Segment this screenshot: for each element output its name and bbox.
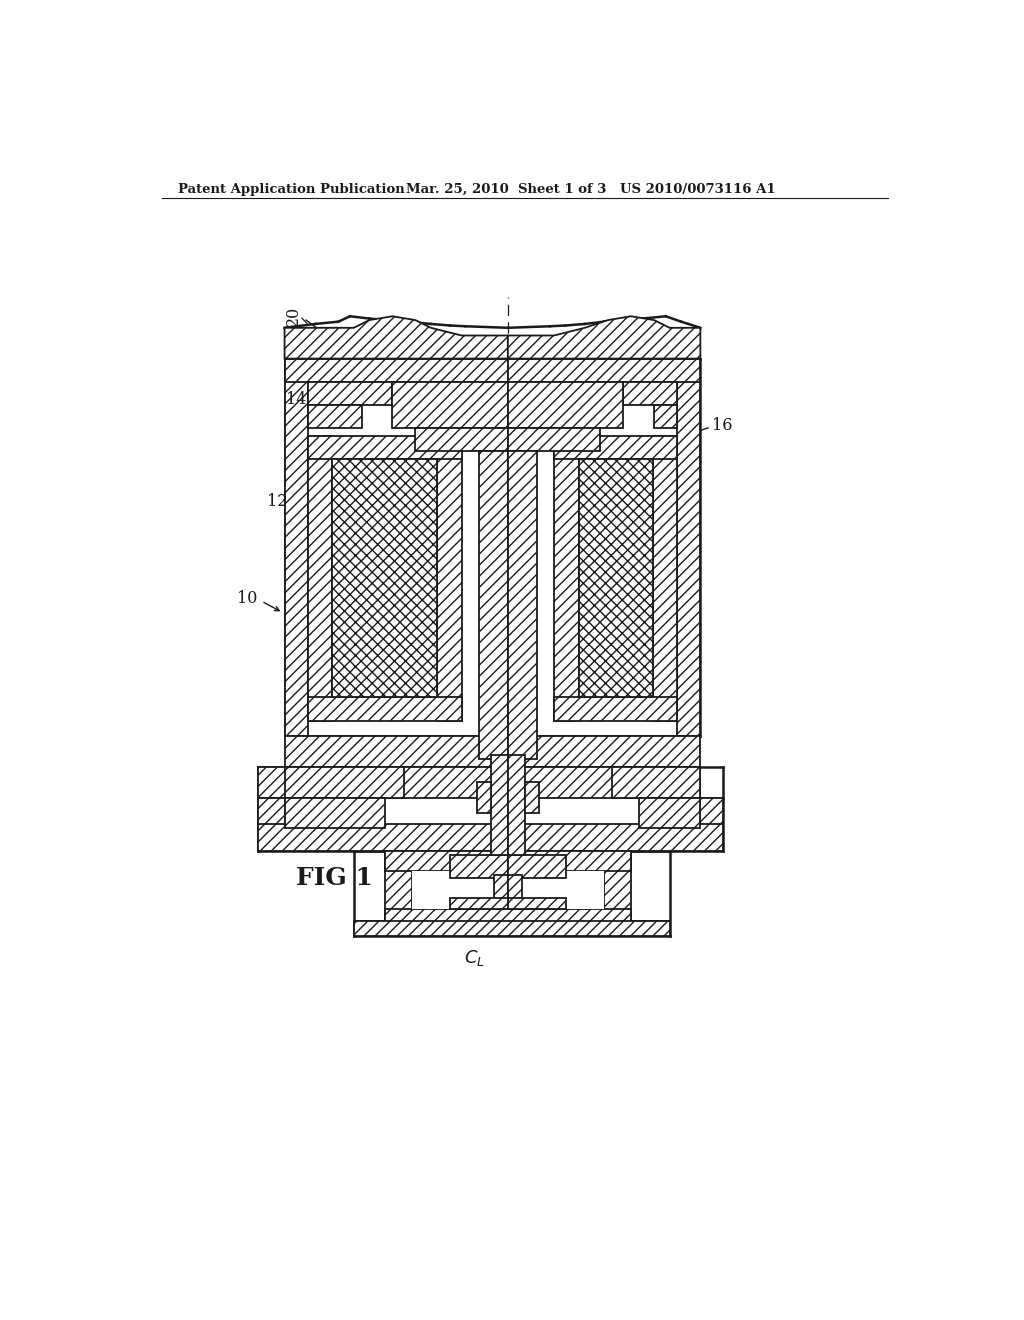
Polygon shape [524,781,539,813]
Polygon shape [385,851,412,936]
Polygon shape [554,697,677,721]
Polygon shape [494,875,508,902]
Text: 20: 20 [285,306,301,326]
Polygon shape [451,855,508,878]
Polygon shape [490,755,508,855]
Polygon shape [604,851,631,936]
Text: 16: 16 [712,417,732,434]
Polygon shape [508,451,538,759]
Text: Mar. 25, 2010  Sheet 1 of 3: Mar. 25, 2010 Sheet 1 of 3 [407,183,606,197]
Polygon shape [416,428,508,451]
Polygon shape [285,767,403,797]
Polygon shape [478,451,508,759]
Polygon shape [285,317,508,359]
Polygon shape [631,921,670,936]
Text: 12: 12 [267,494,288,511]
Polygon shape [285,737,700,767]
Polygon shape [700,797,724,829]
Polygon shape [307,697,462,721]
Polygon shape [508,898,565,909]
Bar [412,871,604,909]
Text: 10: 10 [238,590,258,607]
Polygon shape [307,381,392,405]
Polygon shape [437,436,462,721]
Text: 18: 18 [308,780,330,797]
Polygon shape [508,317,700,359]
Polygon shape [508,875,521,902]
Polygon shape [508,428,600,451]
Polygon shape [611,767,700,797]
Text: Patent Application Publication: Patent Application Publication [178,183,406,197]
Polygon shape [639,797,700,829]
Polygon shape [385,909,631,936]
Polygon shape [554,436,677,459]
Bar [333,459,437,697]
Text: 22: 22 [550,900,570,917]
Polygon shape [285,797,385,829]
Polygon shape [624,381,677,405]
Polygon shape [654,405,677,428]
Polygon shape [285,359,508,381]
Polygon shape [307,405,361,428]
Polygon shape [354,921,670,936]
Polygon shape [285,359,307,737]
Polygon shape [258,825,724,851]
Polygon shape [451,898,508,909]
Polygon shape [307,436,333,721]
Polygon shape [258,797,285,829]
Text: 14: 14 [286,391,306,408]
Text: $C_L$: $C_L$ [464,948,485,968]
Polygon shape [554,436,579,721]
Polygon shape [677,359,700,737]
Polygon shape [385,851,631,871]
Polygon shape [477,781,490,813]
Polygon shape [508,855,565,878]
Polygon shape [258,767,700,797]
Text: FIG 1: FIG 1 [296,866,373,891]
Polygon shape [508,381,624,428]
Text: US 2010/0073116 A1: US 2010/0073116 A1 [620,183,775,197]
Polygon shape [508,755,524,855]
Bar [579,459,652,697]
Polygon shape [392,381,508,428]
Polygon shape [508,359,700,381]
Polygon shape [354,921,385,936]
Polygon shape [652,436,677,721]
Polygon shape [307,436,462,459]
